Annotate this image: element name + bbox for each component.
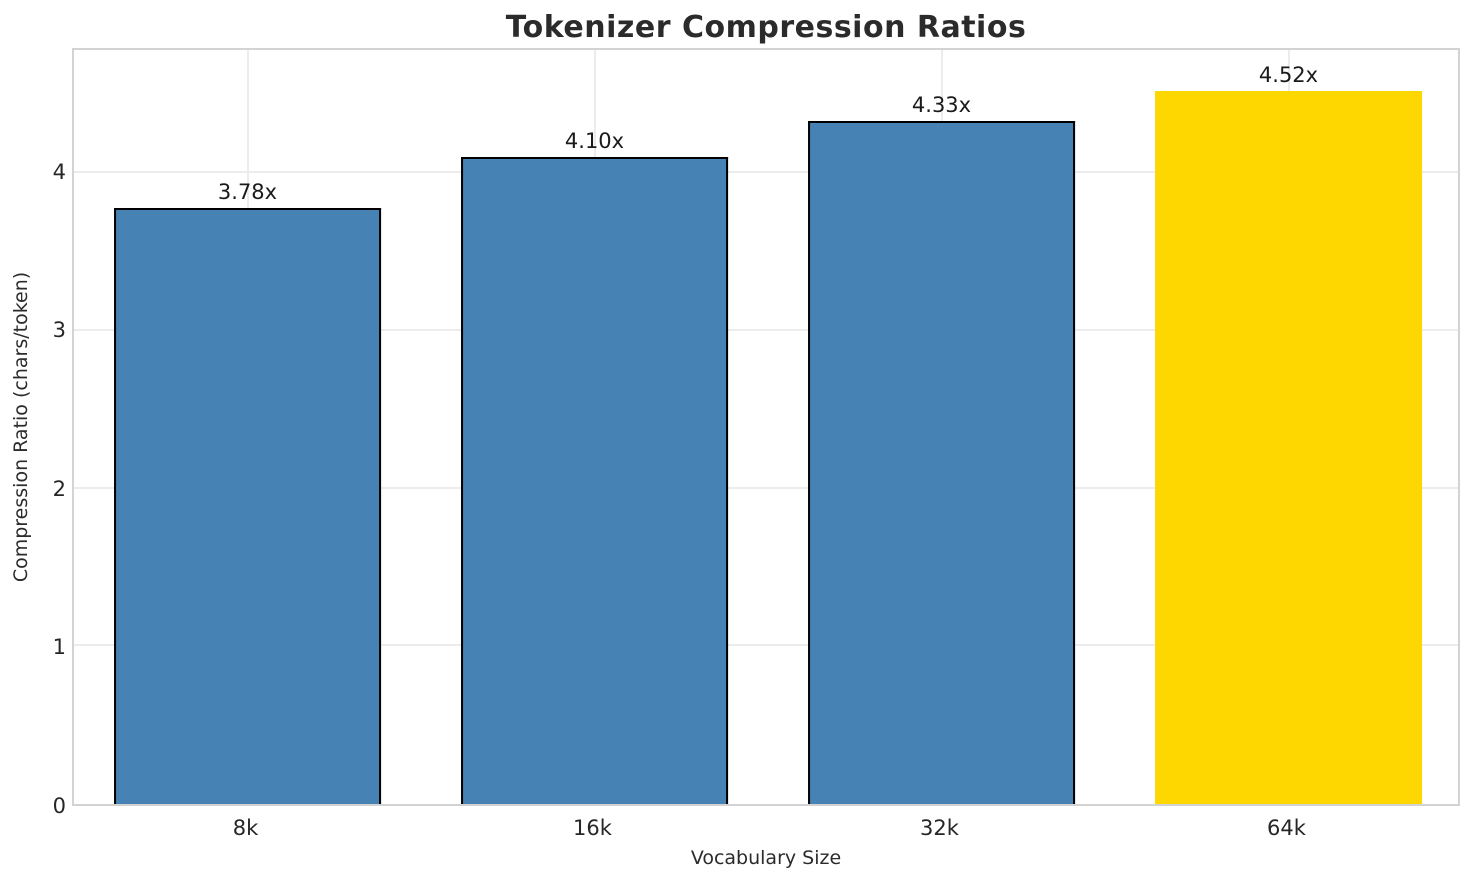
plot-area: 3.78x 4.10x 4.33x 4.52x: [72, 48, 1460, 806]
xtick-label-8k: 8k: [232, 816, 259, 840]
bar-value-label-64k: 4.52x: [1258, 63, 1319, 88]
gridline-y-2: [74, 486, 1458, 489]
chart-title: Tokenizer Compression Ratios: [505, 10, 1027, 45]
xtick-label-64k: 64k: [1267, 816, 1306, 840]
gridline-y-1: [74, 644, 1458, 647]
bar-slot-64k: 4.52x: [1115, 50, 1462, 804]
bar-slot-16k: 4.10x: [421, 50, 768, 804]
bar-value-label-8k: 3.78x: [217, 179, 278, 204]
ytick-label-0: 0: [52, 794, 66, 818]
bar-32k: [807, 120, 1076, 804]
bar-8k: [113, 207, 382, 804]
bar-value-label-16k: 4.10x: [564, 129, 625, 154]
xtick-label-16k: 16k: [573, 816, 612, 840]
x-axis-label: Vocabulary Size: [690, 847, 842, 869]
gridline-y-3: [74, 328, 1458, 331]
bar-slot-8k: 3.78x: [74, 50, 421, 804]
bar-64k: [1154, 91, 1423, 804]
bar-value-label-32k: 4.33x: [911, 92, 972, 117]
bar-slot-32k: 4.33x: [768, 50, 1115, 804]
bar-16k: [460, 157, 729, 804]
ytick-label-2: 2: [52, 476, 66, 501]
xtick-label-32k: 32k: [920, 816, 959, 840]
ytick-label-1: 1: [52, 635, 66, 660]
ytick-label-4: 4: [52, 159, 66, 184]
ytick-label-3: 3: [52, 318, 66, 343]
gridline-y-4: [74, 171, 1458, 174]
